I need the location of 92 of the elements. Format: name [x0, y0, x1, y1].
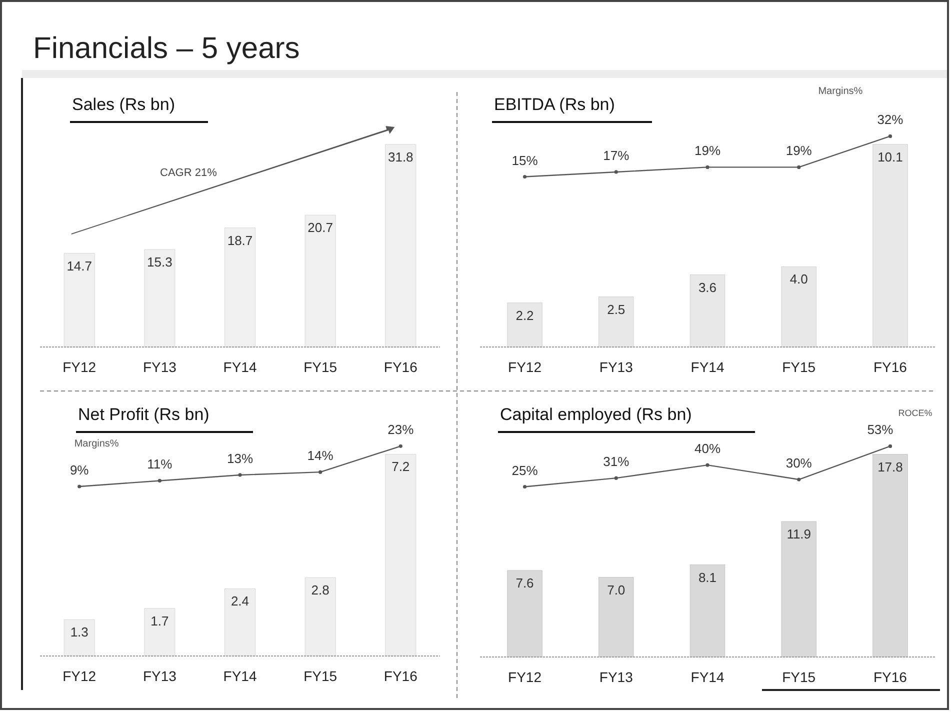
bar: [781, 266, 816, 348]
x-tick-label: FY14: [690, 359, 724, 375]
data-label: 7.6: [516, 575, 534, 590]
data-label: 32%: [877, 112, 904, 128]
x-tick-label: FY13: [599, 359, 634, 375]
chart-title: Capital employed (Rs bn): [500, 405, 692, 424]
bar: [385, 144, 416, 348]
x-tick-label: FY16: [873, 669, 908, 685]
data-label: 11%: [147, 456, 173, 472]
bar: [507, 302, 542, 348]
bar: [507, 570, 542, 658]
x-tick-label: FY16: [873, 359, 908, 375]
data-label: 14.7: [66, 258, 92, 274]
x-tick-label: FY13: [599, 669, 634, 685]
bar: [224, 228, 256, 348]
x-tick-label: FY12: [508, 669, 542, 685]
bar: [598, 577, 634, 658]
x-tick-label: FY12: [62, 668, 96, 684]
bar: [304, 577, 336, 656]
data-label: 2.4: [230, 594, 250, 609]
data-label: 10.1: [878, 149, 903, 164]
data-label: 19%: [786, 143, 812, 158]
point: [78, 484, 82, 488]
x-tick-label: FY16: [384, 359, 418, 375]
x-tick-label: FY14: [223, 668, 257, 684]
text: Margins%: [74, 438, 119, 450]
x-tick-label: FY15: [782, 669, 816, 685]
data-label: 25%: [512, 462, 538, 478]
bar: [224, 588, 256, 656]
data-label: 2.2: [516, 308, 534, 323]
data-label: 8.1: [698, 570, 717, 585]
x-tick-label: FY16: [384, 668, 418, 684]
bar: [598, 296, 634, 348]
x-tick-label: FY15: [304, 668, 338, 684]
x-tick-label: FY14: [223, 359, 257, 375]
data-label: 31.8: [388, 149, 414, 164]
x-tick-label: FY15: [782, 359, 816, 375]
data-label: 19%: [694, 143, 721, 158]
text: ROCE%: [898, 408, 932, 418]
data-label: 7.0: [607, 582, 626, 598]
bar: [690, 274, 726, 348]
bar: [872, 454, 908, 658]
bar: [385, 454, 416, 656]
point: [522, 484, 527, 489]
data-label: 13%: [226, 450, 254, 466]
bar: [144, 608, 176, 656]
data-label: 4.0: [790, 272, 808, 287]
data-label: 53%: [867, 422, 894, 438]
x-tick-label: FY12: [62, 359, 96, 375]
x-tick-label: FY13: [142, 668, 177, 684]
bar: [304, 214, 336, 348]
data-label: 14%: [307, 448, 334, 464]
data-label: 9%: [70, 462, 90, 478]
point: [706, 463, 710, 467]
data-label: 7.2: [392, 459, 410, 474]
data-label: 15%: [512, 152, 538, 168]
data-label: 23%: [388, 422, 414, 438]
x-tick-label: FY14: [690, 669, 724, 685]
bar: [64, 619, 95, 656]
data-label: 2.5: [607, 302, 626, 317]
data-label: 2.8: [311, 582, 330, 598]
data-label: 30%: [786, 456, 812, 471]
point: [158, 478, 162, 483]
x-tick-label: FY13: [142, 359, 177, 375]
point: [238, 473, 242, 477]
annotation: CAGR 21%: [160, 167, 218, 179]
data-label: 11.9: [786, 526, 812, 542]
data-label: 17.8: [878, 459, 903, 474]
data-label: 20.7: [308, 220, 333, 236]
bar: [64, 253, 95, 348]
data-label: 15.3: [147, 254, 172, 270]
bar: [781, 521, 816, 658]
bar: [690, 564, 726, 658]
chart-title: EBITDA (Rs bn): [494, 95, 615, 114]
x-tick-label: FY12: [508, 359, 542, 375]
text: Margins%: [818, 86, 863, 98]
point: [614, 476, 618, 480]
data-label: 18.7: [227, 232, 253, 248]
point: [797, 478, 801, 482]
data-label: 1.3: [70, 624, 88, 640]
data-label: 40%: [694, 441, 721, 456]
data-label: 31%: [603, 454, 630, 470]
chart-subtitle: Sales (Rs bn): [72, 95, 175, 114]
point: [318, 470, 322, 474]
data-label: 3.6: [698, 280, 717, 295]
data-label: 1.7: [150, 613, 169, 628]
chart-title: Net Profit (Rs bn): [78, 405, 210, 424]
x-tick-label: FY15: [304, 359, 338, 375]
data-label: 17%: [603, 148, 630, 163]
chart-title: Financials – 5 years: [33, 32, 300, 65]
bar: [872, 144, 908, 348]
bar: [144, 249, 176, 348]
